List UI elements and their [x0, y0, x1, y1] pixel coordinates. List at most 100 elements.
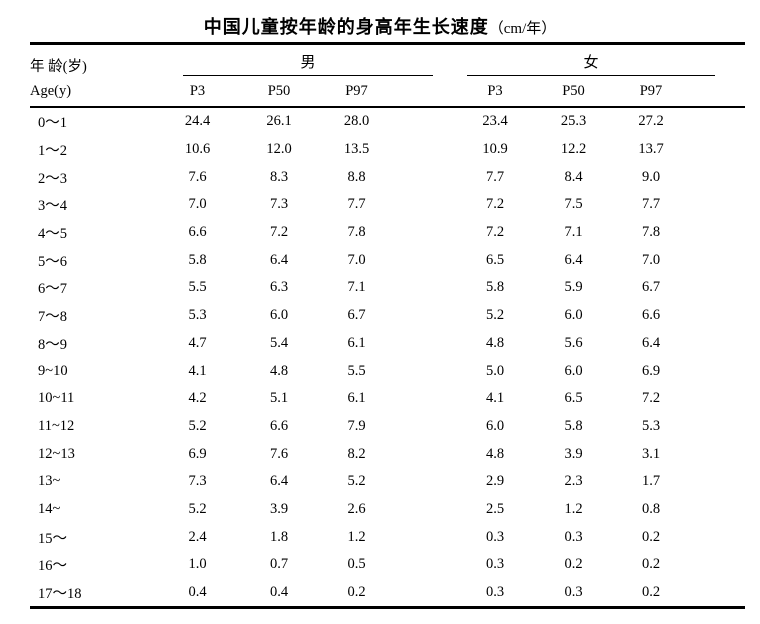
- table-row: 7～8 5.3 6.0 6.7 5.2 6.0 6.6: [30, 302, 745, 330]
- female-p97-value: 7.7: [641, 196, 661, 213]
- gap-cell: [395, 385, 455, 413]
- age-cell: 0～1: [38, 115, 67, 132]
- age-cell: 16～: [38, 558, 67, 575]
- male-p97-value: 6.1: [347, 390, 366, 407]
- gap-cell: [395, 440, 455, 468]
- gap-cell: [395, 357, 455, 385]
- female-p50-value: 6.4: [564, 251, 583, 268]
- female-p50-value: 8.4: [564, 168, 583, 185]
- female-p97-value: 13.7: [638, 141, 664, 158]
- male-p50-value: 4.8: [269, 362, 289, 379]
- male-p97-value: 5.2: [347, 473, 366, 490]
- percentile-header-row: Age(y) P3 P50 P97 P3 P50 P97: [30, 76, 746, 108]
- male-p3-value: 6.6: [188, 224, 207, 241]
- male-p97-value: 6.1: [347, 334, 366, 351]
- female-p97-value: 1.7: [641, 473, 661, 490]
- female-p3-value: 0.3: [485, 556, 505, 573]
- title-main-text: 中国儿童按年龄的身高年生长速度: [203, 17, 489, 37]
- male-p97-value: 28.0: [343, 113, 370, 130]
- female-p97-value: 0.8: [641, 500, 661, 517]
- spacer-header-cell: [690, 76, 746, 108]
- female-p97-value: 7.0: [641, 251, 661, 268]
- gap-cell: [395, 330, 455, 358]
- male-p50-value: 12.0: [266, 141, 292, 158]
- female-p50-value: 6.0: [564, 307, 583, 324]
- female-p50-value: 1.2: [564, 500, 583, 517]
- table-row: 14~ 5.2 3.9 2.6 2.5 1.2 0.8: [30, 496, 745, 524]
- female-p3-value: 0.3: [485, 584, 505, 601]
- male-p97-value: 1.2: [347, 528, 366, 545]
- male-p3-value: 10.6: [184, 141, 211, 158]
- male-p50-value: 6.3: [269, 279, 289, 296]
- gap-cell: [395, 468, 455, 496]
- table-row: 8～9 4.7 5.4 6.1 4.8 5.6 6.4: [30, 330, 745, 358]
- age-cell: 1～2: [38, 143, 67, 160]
- female-p3-value: 6.5: [485, 251, 505, 268]
- female-p97-value: 0.2: [641, 528, 661, 545]
- female-p50-value: 2.3: [564, 473, 583, 490]
- age-cell: 14~: [38, 500, 61, 517]
- table-row: 15～ 2.4 1.8 1.2 0.3 0.3 0.2: [30, 523, 745, 551]
- age-header-cn: 年 龄(岁): [30, 59, 87, 75]
- group-header-row: 年 龄(岁) 男 女: [30, 44, 745, 76]
- gap-cell: [395, 579, 455, 608]
- spacer-cell: [690, 219, 745, 247]
- male-p50-value: 6.0: [269, 307, 289, 324]
- male-p97-value: 7.1: [347, 279, 366, 296]
- male-p50-value: 6.4: [269, 473, 289, 490]
- table-row: 3～4 7.0 7.3 7.7 7.2 7.5 7.7: [30, 191, 745, 219]
- table-row: 1～2 10.6 12.0 13.5 10.9 12.2 13.7: [30, 136, 745, 164]
- male-p3-value: 4.1: [188, 362, 207, 379]
- age-cell: 12~13: [38, 445, 75, 462]
- spacer-cell: [690, 330, 745, 358]
- female-p3-header: P3: [455, 76, 536, 108]
- male-p97-value: 5.5: [347, 362, 366, 379]
- female-p50-header: P50: [535, 76, 613, 108]
- age-header-en: Age(y): [30, 76, 155, 108]
- male-p50-value: 7.6: [269, 445, 289, 462]
- male-p3-value: 7.0: [188, 196, 207, 213]
- male-p50-value: 3.9: [269, 500, 289, 517]
- age-cell: 17～18: [38, 586, 82, 603]
- male-p50-value: 0.7: [269, 556, 289, 573]
- female-p97-value: 9.0: [641, 168, 661, 185]
- male-p3-value: 4.2: [188, 390, 207, 407]
- table-row: 0～1 24.4 26.1 28.0 23.4 25.3 27.2: [30, 107, 745, 136]
- gap-cell: [395, 136, 455, 164]
- male-p3-value: 4.7: [188, 334, 207, 351]
- spacer-cell: [690, 302, 745, 330]
- female-p50-value: 12.2: [560, 141, 587, 158]
- table-row: 5～6 5.8 6.4 7.0 6.5 6.4 7.0: [30, 246, 745, 274]
- title-unit-text: （cm/年）: [488, 21, 557, 37]
- female-p50-value: 5.9: [564, 279, 583, 296]
- female-p97-value: 27.2: [638, 113, 664, 130]
- age-cell: 8～9: [38, 336, 67, 353]
- male-p3-value: 5.3: [188, 307, 207, 324]
- female-p3-value: 5.0: [485, 362, 505, 379]
- male-p97-header: P97: [318, 76, 395, 108]
- female-p3-value: 7.7: [485, 168, 505, 185]
- male-p50-header: P50: [240, 76, 318, 108]
- male-p3-value: 2.4: [188, 528, 207, 545]
- gap-cell: [395, 163, 455, 191]
- female-group-label: 女: [467, 51, 716, 76]
- spacer-cell: [690, 385, 745, 413]
- female-p97-value: 6.7: [641, 279, 661, 296]
- age-cell: 2～3: [38, 170, 67, 187]
- male-p3-value: 6.9: [188, 445, 207, 462]
- gap-cell: [395, 302, 455, 330]
- female-p3-value: 0.3: [485, 528, 505, 545]
- male-p50-value: 26.1: [266, 113, 292, 130]
- age-cell: 10~11: [38, 390, 75, 407]
- male-p50-value: 7.3: [269, 196, 289, 213]
- age-cell: 15～: [38, 530, 67, 547]
- age-cell: 13~: [38, 473, 61, 490]
- spacer-cell: [690, 523, 745, 551]
- male-p50-value: 0.4: [269, 584, 289, 601]
- table-body: 0～1 24.4 26.1 28.0 23.4 25.3 27.2 1～2 10.6 12.0 13…: [30, 107, 745, 608]
- spacer-cell: [690, 274, 745, 302]
- female-p3-value: 4.8: [485, 445, 505, 462]
- male-p97-value: 7.9: [347, 417, 366, 434]
- female-p50-value: 0.2: [564, 556, 583, 573]
- female-p97-value: 5.3: [641, 417, 661, 434]
